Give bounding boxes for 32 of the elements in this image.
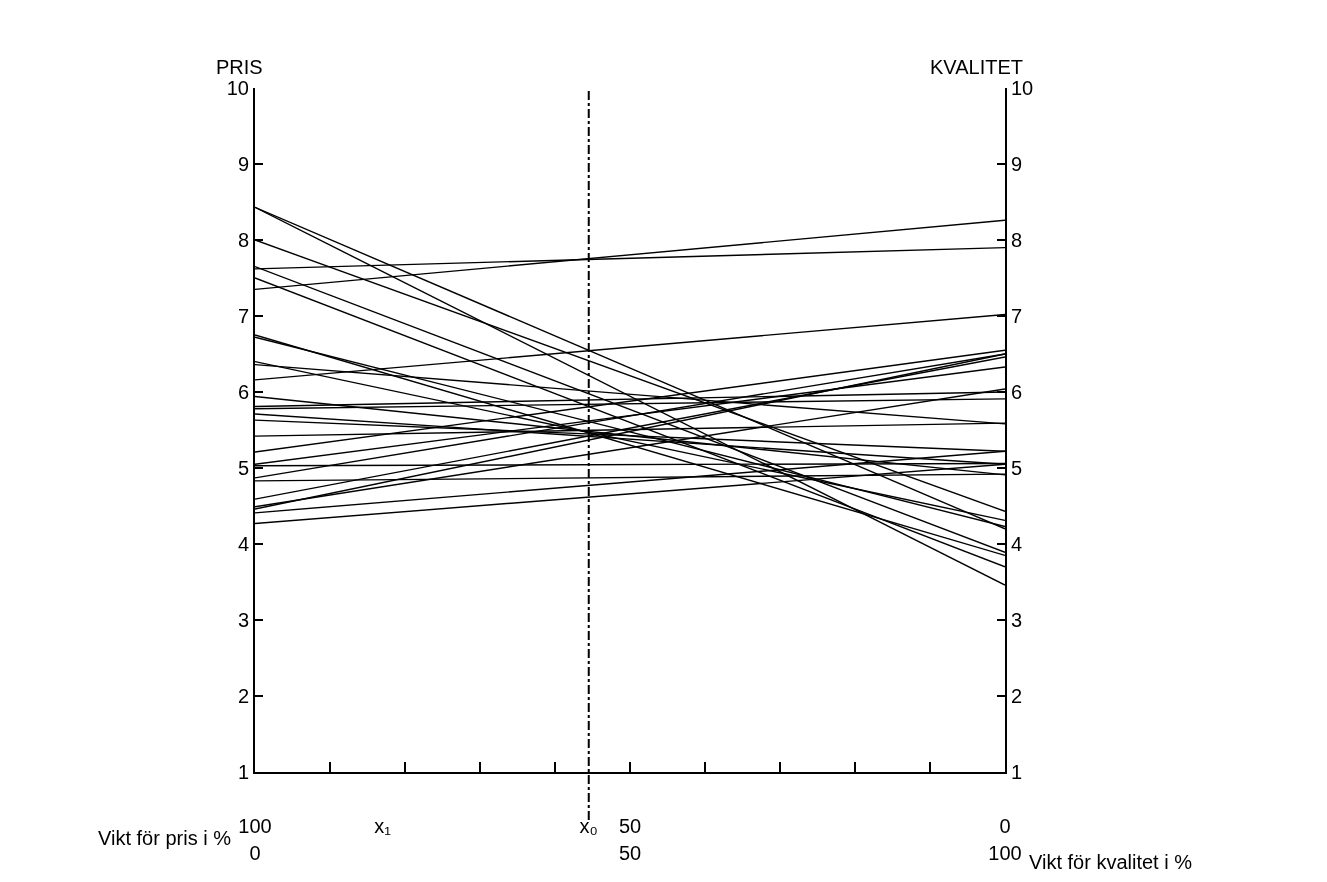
y-tick-label: 1 [237, 761, 249, 783]
x2-tick-label: 0 [999, 815, 1011, 837]
x-axis-title: Vikt för kvalitet i % [1029, 851, 1193, 873]
y2-axis-title: KVALITET [930, 56, 1023, 78]
x2-axis-title: Vikt för pris i % [98, 827, 232, 849]
y2-tick-label: 8 [1011, 229, 1023, 251]
y-axis-title: PRIS [216, 56, 263, 78]
y-tick-label: 2 [237, 685, 249, 707]
y-tick-label: 8 [237, 229, 249, 251]
y2-tick-label: 2 [1011, 685, 1023, 707]
y2-tick-label: 7 [1011, 305, 1023, 327]
y2-tick-label: 9 [1011, 153, 1023, 175]
y-tick-label: 9 [237, 153, 249, 175]
y2-tick-label: 4 [1011, 533, 1023, 555]
y-tick-label: 4 [237, 533, 249, 555]
x-tick-label: 50 [618, 842, 642, 864]
y-tick-label: 5 [237, 457, 249, 479]
x2-tick-label: x₀ [579, 815, 598, 837]
y-tick-label: 3 [237, 609, 249, 631]
y-tick-label: 6 [237, 381, 249, 403]
y2-tick-label: 3 [1011, 609, 1023, 631]
x2-tick-label: 50 [618, 815, 642, 837]
y-tick-label: 7 [237, 305, 249, 327]
y-tick-label: 10 [226, 77, 249, 99]
y2-tick-label: 10 [1011, 77, 1034, 99]
y2-tick-label: 5 [1011, 457, 1023, 479]
y2-tick-label: 1 [1011, 761, 1023, 783]
x-tick-label: 0 [249, 842, 261, 864]
y2-tick-label: 6 [1011, 381, 1023, 403]
x2-tick-label: 100 [238, 815, 272, 837]
x-tick-label: 100 [988, 842, 1022, 864]
x2-tick-label: x₁ [374, 815, 392, 837]
